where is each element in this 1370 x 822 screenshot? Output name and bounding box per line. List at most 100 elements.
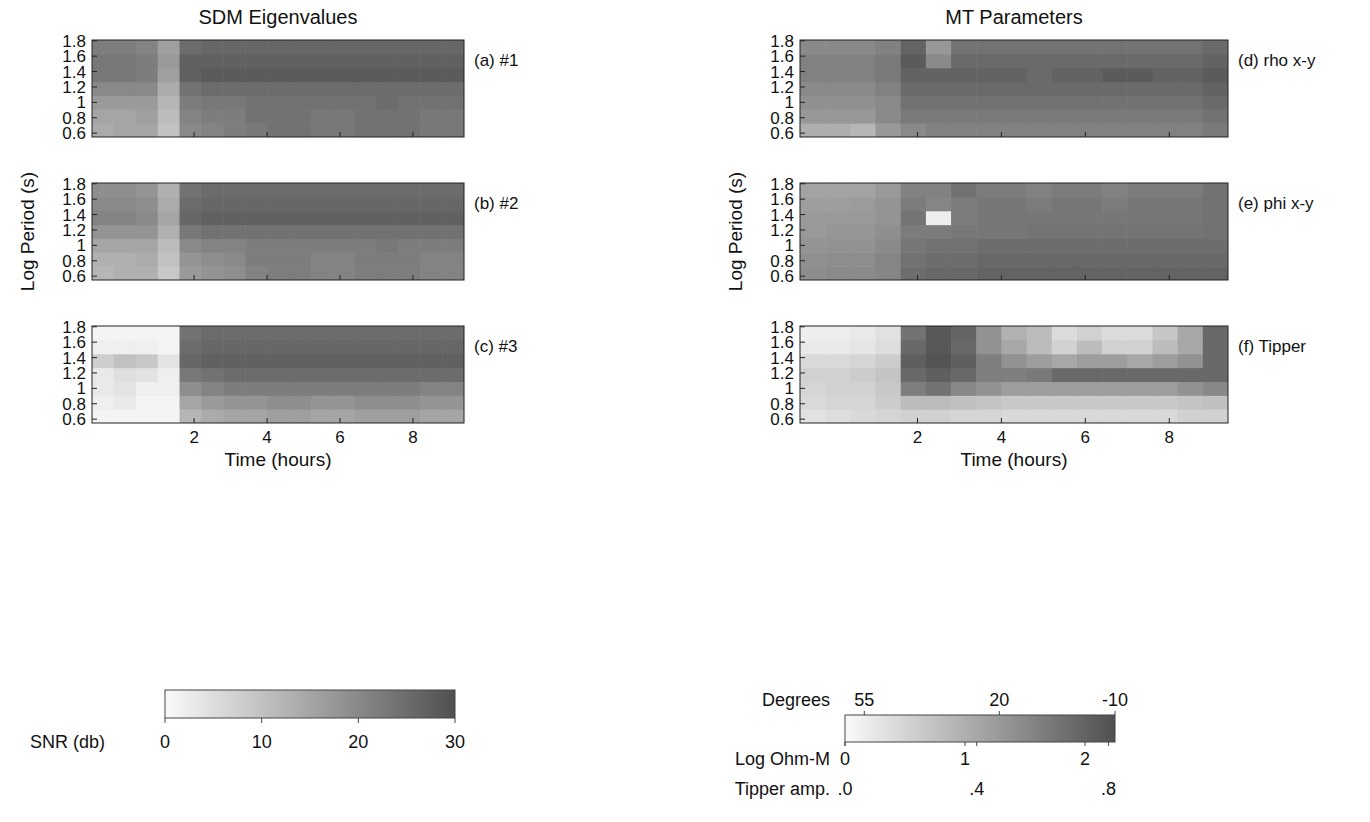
heat-cell bbox=[1178, 238, 1204, 252]
heat-cell bbox=[201, 211, 223, 225]
panel-title: (c) #3 bbox=[474, 337, 517, 356]
heat-cell bbox=[1152, 326, 1178, 340]
heat-cell bbox=[289, 40, 311, 54]
heat-cell bbox=[951, 368, 977, 382]
y-tick bbox=[92, 276, 97, 277]
heat-cell bbox=[398, 225, 420, 239]
heat-cell bbox=[1052, 95, 1078, 109]
heat-cell bbox=[1127, 225, 1153, 239]
heat-cell bbox=[311, 354, 333, 368]
heat-cell bbox=[442, 95, 464, 109]
heat-cell bbox=[114, 381, 136, 395]
heat-cell bbox=[1027, 326, 1053, 340]
heat-cell bbox=[158, 326, 180, 340]
heat-cell bbox=[180, 225, 202, 239]
heat-cell bbox=[876, 252, 902, 266]
heat-cell bbox=[1077, 197, 1103, 211]
heat-cell bbox=[1052, 266, 1078, 280]
heat-cell bbox=[158, 238, 180, 252]
heat-cell bbox=[289, 266, 311, 280]
heat-cell bbox=[1203, 409, 1228, 423]
heat-cell bbox=[223, 68, 245, 82]
colorbar-tick-label: 0 bbox=[160, 732, 170, 752]
heat-cell bbox=[245, 354, 267, 368]
heat-cell bbox=[245, 40, 267, 54]
heat-cell bbox=[311, 340, 333, 354]
heat-cell bbox=[333, 109, 355, 123]
heat-cell bbox=[1001, 266, 1027, 280]
heat-cell bbox=[1001, 340, 1027, 354]
heat-cell bbox=[1152, 238, 1178, 252]
heat-cell bbox=[1077, 340, 1103, 354]
heat-cell bbox=[1152, 197, 1178, 211]
heat-cell bbox=[1102, 252, 1128, 266]
heat-cell bbox=[333, 211, 355, 225]
heat-cell bbox=[951, 211, 977, 225]
heat-cell bbox=[876, 40, 902, 54]
heat-cell bbox=[311, 68, 333, 82]
heat-cell bbox=[355, 95, 377, 109]
heat-cell bbox=[420, 95, 442, 109]
heat-cell bbox=[1027, 409, 1053, 423]
heat-cell bbox=[114, 54, 136, 68]
heat-cell bbox=[180, 109, 202, 123]
heat-cell bbox=[311, 211, 333, 225]
y-tick bbox=[800, 40, 805, 41]
y-tick bbox=[800, 229, 805, 230]
heat-cell bbox=[876, 95, 902, 109]
heat-cell bbox=[289, 252, 311, 266]
cells bbox=[800, 326, 1228, 423]
heat-cell bbox=[1203, 95, 1228, 109]
x-tick bbox=[917, 418, 918, 423]
heat-cell bbox=[1027, 123, 1053, 137]
heat-cell bbox=[201, 381, 223, 395]
heat-cell bbox=[180, 68, 202, 82]
heat-cell bbox=[289, 95, 311, 109]
colorbar-tick bbox=[1085, 742, 1086, 746]
heat-cell bbox=[420, 40, 442, 54]
heat-cell bbox=[289, 68, 311, 82]
y-tick bbox=[92, 403, 97, 404]
heat-cell bbox=[825, 211, 851, 225]
heat-cell bbox=[1027, 395, 1053, 409]
heat-cell bbox=[1052, 225, 1078, 239]
heat-cell bbox=[951, 340, 977, 354]
x-tick bbox=[1001, 132, 1002, 137]
heat-cell bbox=[398, 340, 420, 354]
heat-cell bbox=[1001, 68, 1027, 82]
heat-cell bbox=[1001, 381, 1027, 395]
heat-cell bbox=[825, 409, 851, 423]
heat-cell bbox=[398, 354, 420, 368]
heat-cell bbox=[136, 326, 158, 340]
heat-cell bbox=[398, 82, 420, 96]
heat-cell bbox=[398, 40, 420, 54]
heat-cell bbox=[245, 368, 267, 382]
heat-cell bbox=[398, 266, 420, 280]
plot-frame bbox=[92, 326, 464, 423]
colorbar-label: SNR (db) bbox=[30, 732, 105, 752]
heat-cell bbox=[355, 266, 377, 280]
heat-cell bbox=[92, 395, 114, 409]
heat-cell bbox=[825, 183, 851, 197]
heat-cell bbox=[1102, 238, 1128, 252]
heat-cell bbox=[1178, 252, 1204, 266]
heat-cell bbox=[850, 82, 876, 96]
heat-cell bbox=[1178, 326, 1204, 340]
heat-cell bbox=[311, 395, 333, 409]
column-title: SDM Eigenvalues bbox=[199, 6, 358, 28]
heat-cell bbox=[420, 252, 442, 266]
heat-cell bbox=[136, 211, 158, 225]
heat-cell bbox=[1178, 381, 1204, 395]
heat-cell bbox=[180, 197, 202, 211]
heat-cell bbox=[926, 326, 952, 340]
panel: 0.60.811.21.41.61.8(d) rho x-y bbox=[770, 32, 1316, 143]
heat-cell bbox=[245, 340, 267, 354]
heat-cell bbox=[1052, 40, 1078, 54]
heat-cell bbox=[825, 225, 851, 239]
heat-cell bbox=[926, 54, 952, 68]
y-tick bbox=[92, 245, 97, 246]
heat-cell bbox=[1178, 68, 1204, 82]
heat-cell bbox=[1001, 109, 1027, 123]
heat-cell bbox=[1203, 252, 1228, 266]
heat-cell bbox=[901, 211, 927, 225]
